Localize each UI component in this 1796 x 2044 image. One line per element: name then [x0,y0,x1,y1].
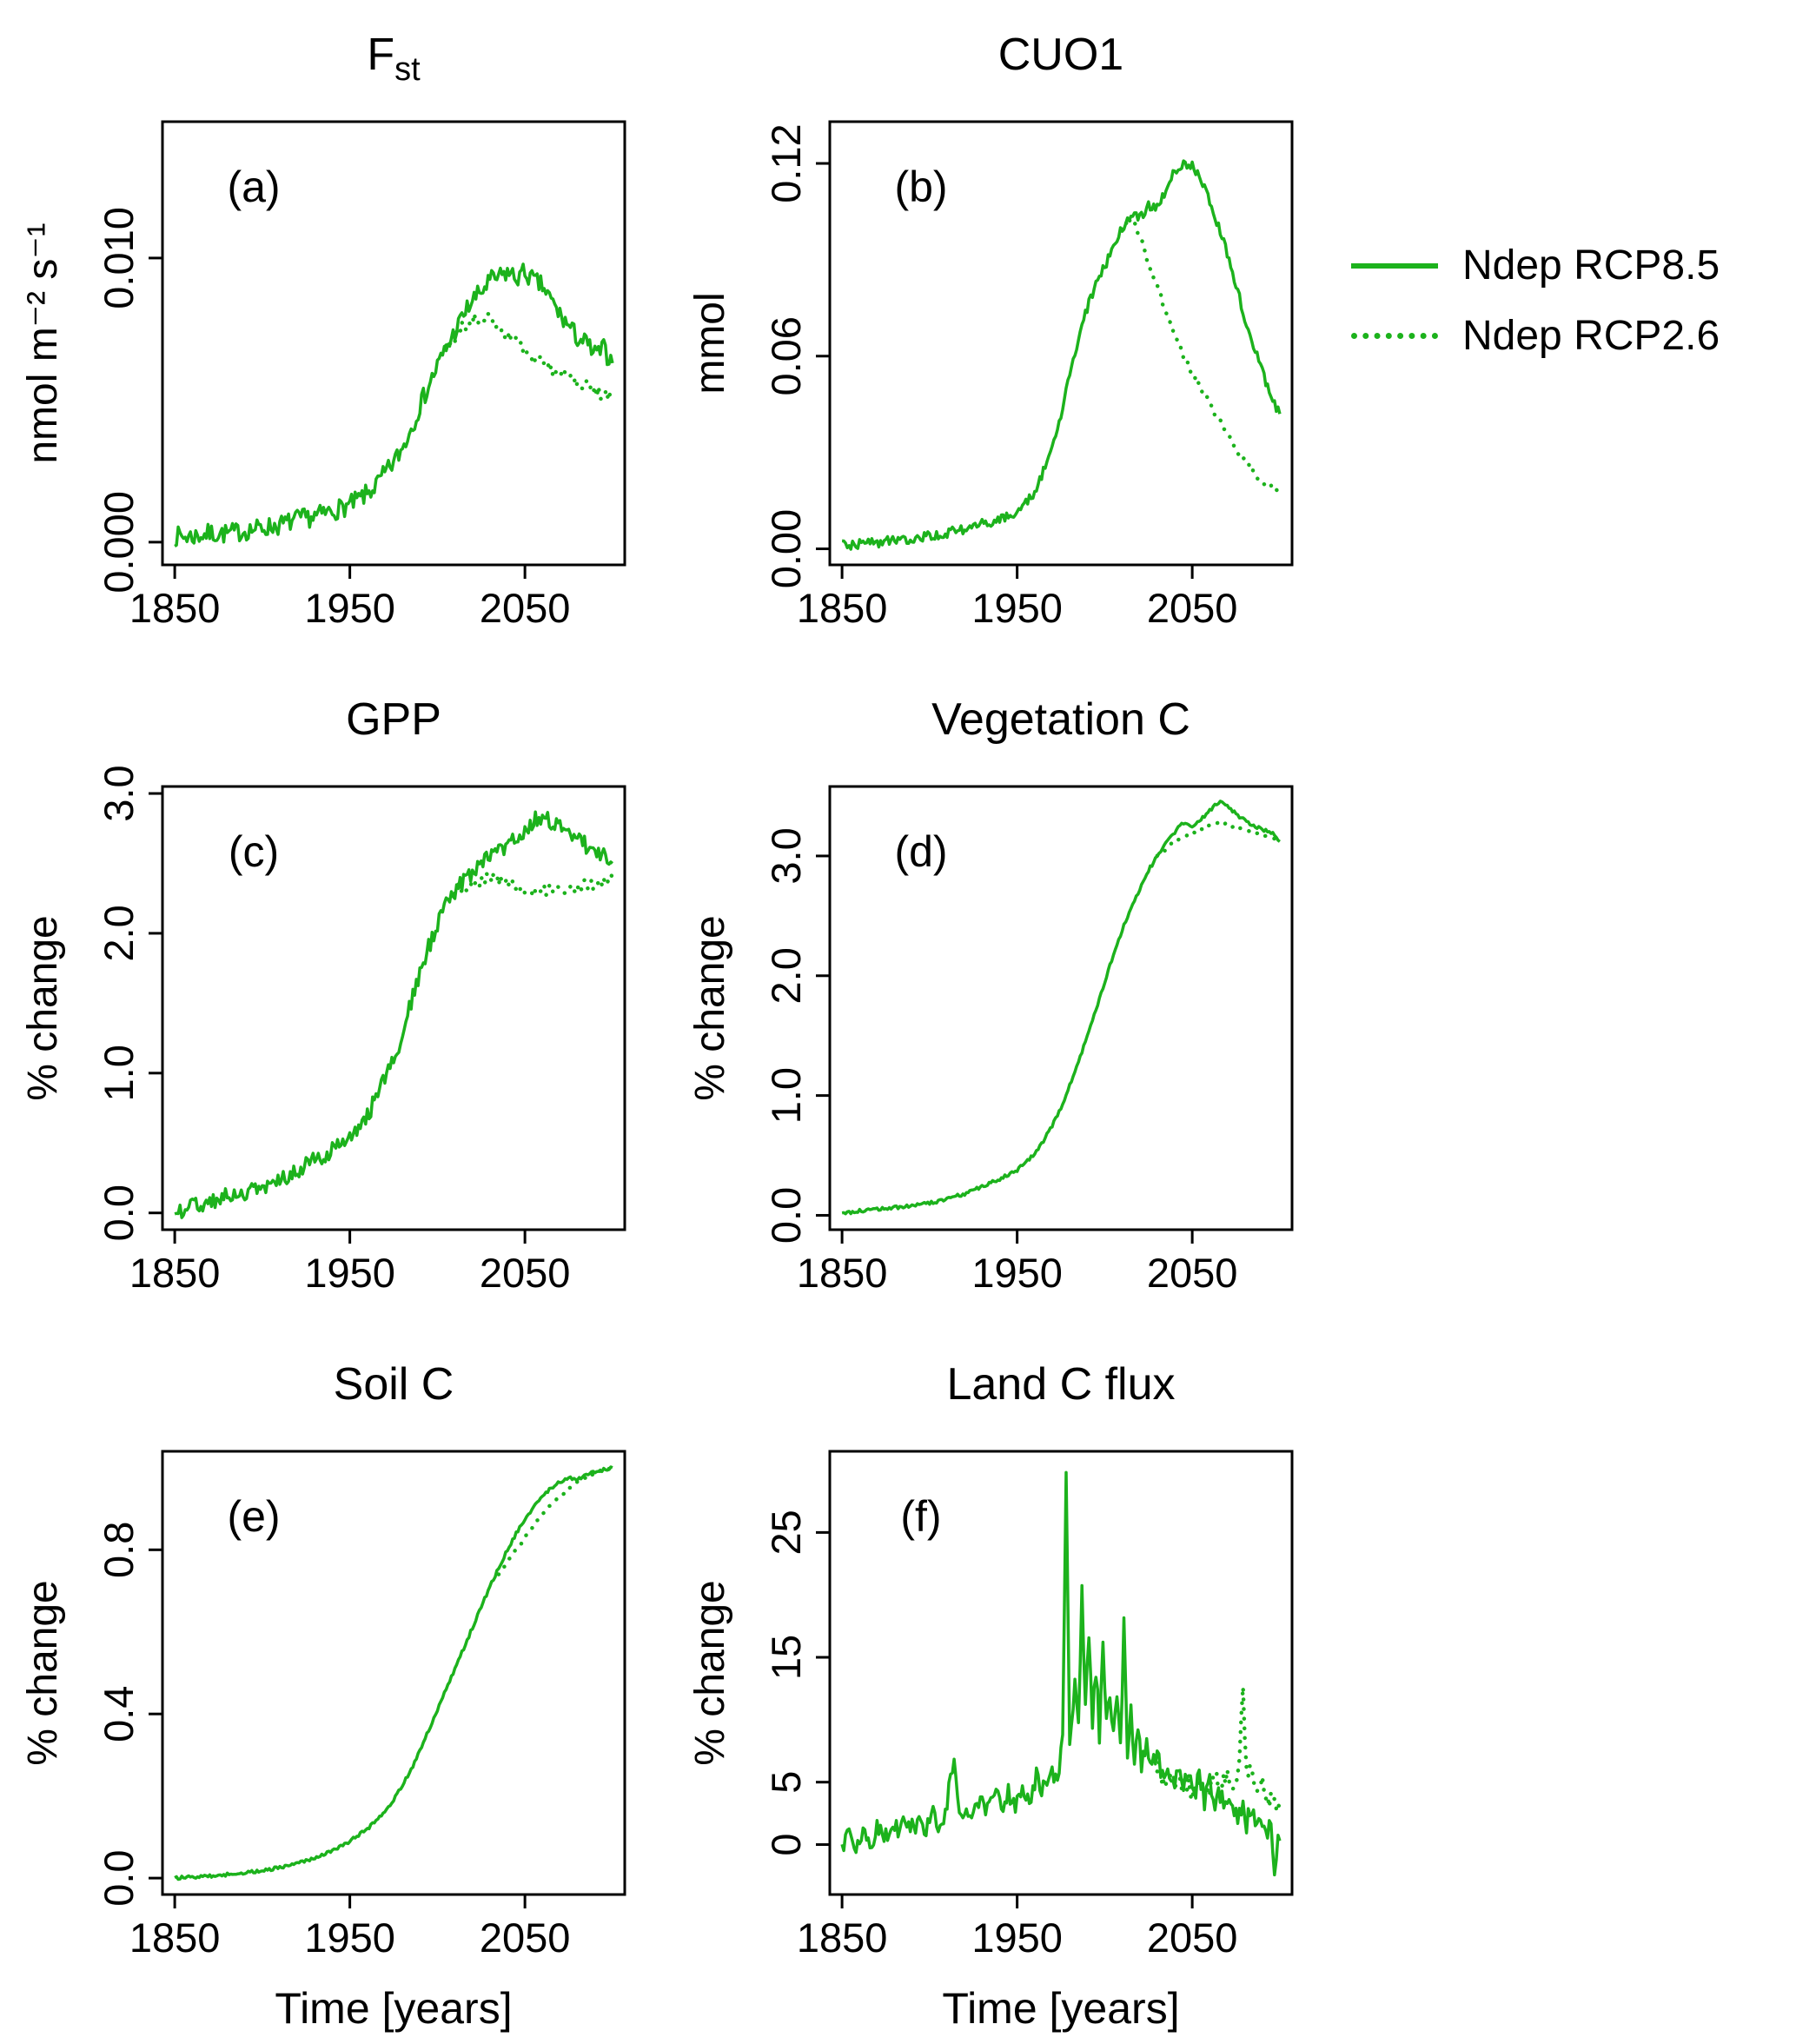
x-tick-label: 1950 [304,1250,395,1296]
y-tick-label: 15 [763,1635,809,1680]
x-axis-label: Time [years] [942,1984,1179,2033]
y-axis-label: % change [687,915,733,1101]
legend-label-rcp26: Ndep RCP2.6 [1462,313,1720,359]
panel-title: CUO1 [998,30,1123,80]
panel-title: Land C flux [946,1359,1175,1410]
legend-label-rcp85: Ndep RCP8.5 [1462,242,1720,289]
x-tick-label: 2050 [1147,585,1238,631]
y-tick-label: 1.0 [763,1067,809,1124]
plot-border-c [161,785,626,1231]
series-rcp85-solid [840,1470,1282,1877]
panel-e-soil-c-chart: 1850 1950 2050 0.0 0.4 0.8 % change Soil C (e) Ti… [20,1359,626,2033]
legend-solid-line-swatch [1351,262,1438,269]
x-tick-label: 1850 [129,585,221,631]
series-rcp85-solid [174,262,614,548]
y-axis-label: % change [687,1580,733,1766]
y-axis-label: % change [20,915,66,1101]
panel-title: GPP [346,694,441,745]
y-tick-label: 5 [763,1771,809,1794]
x-tick-label: 1950 [304,1915,395,1961]
x-tick-label: 2050 [480,585,571,631]
panel-c-gpp-chart: 1850 1950 2050 0.0 1.0 2.0 3.0 % change GPP (c) [20,694,626,1296]
y-tick-label: 0.00 [763,509,809,588]
panel-letter: (d) [894,827,947,876]
y-tick-label: 0.0 [763,1187,809,1244]
y-axis-label: mmol [687,292,733,394]
y-tick-label: 1.0 [96,1045,142,1101]
y-tick-label: 2.0 [763,947,809,1004]
y-tick-label: 0.06 [763,316,809,395]
x-tick-label: 1950 [304,585,395,631]
x-tick-label: 1950 [971,585,1063,631]
y-tick-label: 0.0 [96,1185,142,1241]
x-tick-label: 2050 [480,1250,571,1296]
y-tick-label: 0.000 [96,491,142,594]
x-tick-label: 1950 [971,1250,1063,1296]
panel-letter: (f) [900,1492,941,1541]
y-tick-label: 3.0 [763,827,809,884]
y-tick-label: 3.0 [96,765,142,821]
plot-border-a [161,120,626,567]
x-tick-label: 1850 [797,1250,888,1296]
y-tick-label: 0.4 [96,1686,142,1742]
y-tick-label: 0 [763,1833,809,1855]
plot-border-e [161,1450,626,1896]
x-axis-label: Time [years] [275,1984,512,2033]
y-axis-label: % change [20,1580,66,1766]
panel-d-vegetation-c-chart: 1850 1950 2050 0.0 1.0 2.0 3.0 % change Vegetati… [687,694,1294,1296]
y-tick-label: 0.12 [763,123,809,202]
panel-a-fst-chart: 1850 1950 2050 0.000 0.010 nmol m⁻² s⁻¹ Fst (a) [20,30,626,631]
series-rcp26-dotted [1120,216,1282,498]
x-tick-label: 2050 [1147,1915,1238,1961]
series-rcp85-solid [842,159,1282,551]
y-axis-label: nmol m⁻² s⁻¹ [20,222,66,463]
y-tick-label: 0.010 [96,207,142,309]
plot-border-d [828,785,1294,1231]
legend-dotted-line-swatch [1351,333,1438,339]
panel-letter: (a) [227,163,280,211]
series-rcp26-dotted [496,1465,615,1576]
panel-letter: (c) [229,827,279,876]
x-tick-label: 2050 [480,1915,571,1961]
x-tick-label: 1950 [971,1915,1063,1961]
panel-title: Soil C [334,1359,454,1410]
y-tick-label: 0.8 [96,1522,142,1578]
legend: Ndep RCP8.5 Ndep RCP2.6 [1351,242,1720,360]
series-rcp26-dotted [1155,820,1282,858]
series-rcp26-dotted [444,311,615,402]
series-rcp26-dotted [453,871,615,898]
y-tick-label: 0.0 [96,1849,142,1906]
series-rcp26-dotted [1155,1684,1282,1812]
legend-item-ndep-rcp26: Ndep RCP2.6 [1351,312,1720,360]
legend-item-ndep-rcp85: Ndep RCP8.5 [1351,242,1720,289]
plot-border-f [828,1450,1294,1896]
x-tick-label: 1850 [797,1915,888,1961]
series-rcp85-solid [841,800,1281,1216]
panel-letter: (b) [894,163,947,211]
series-rcp85-solid [174,810,613,1219]
panel-letter: (e) [227,1492,280,1541]
panel-title: Vegetation C [931,694,1190,745]
x-tick-label: 1850 [129,1250,221,1296]
series-rcp85-solid [174,1465,613,1881]
y-tick-label: 2.0 [96,905,142,961]
x-tick-label: 1850 [129,1915,221,1961]
panel-f-land-c-flux-chart: 1850 1950 2050 0 5 15 25 % change Land C flux (f)… [687,1359,1294,2033]
y-tick-label: 25 [763,1510,809,1555]
x-tick-label: 1850 [797,585,888,631]
plot-border-b [828,120,1294,567]
x-tick-label: 2050 [1147,1250,1238,1296]
panel-title: Fst [367,30,421,88]
panel-b-cuo1-chart: 1850 1950 2050 0.00 0.06 0.12 mmol CUO1 (b) [687,30,1294,631]
